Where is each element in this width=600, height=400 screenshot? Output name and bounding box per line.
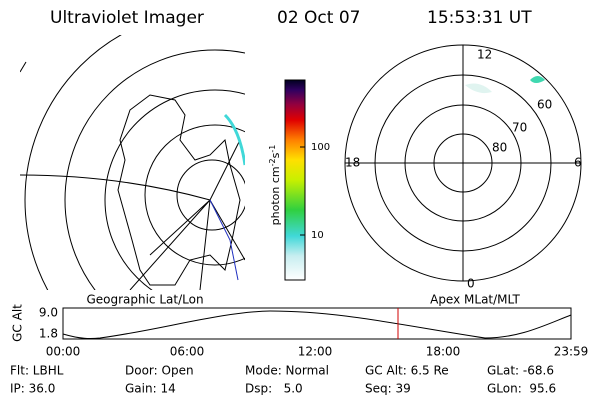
footer-field: Door: Open [125,364,194,378]
footer-field: Mode: Normal [245,364,329,378]
orbit-x-tick: 12:00 [298,345,333,359]
footer-field: IP: 36.0 [10,382,55,396]
footer-field: GLon: 95.6 [487,382,556,396]
cb-tick-label: 100 [311,142,330,153]
mlt-label: 0 [467,277,475,291]
orbit-x-tick: 00:00 [46,345,81,359]
orbit-left-label: Geographic Lat/Lon [86,293,203,307]
orbit-y-label: GC Alt [11,304,25,342]
lat-label: 60 [537,98,552,112]
footer-field: Seq: 39 [365,382,411,396]
cb-label: photon cm-2s-1 [268,145,283,226]
footer-field: Dsp: 5.0 [245,382,303,396]
orbit-x-tick: 23:59 [554,345,589,359]
cb-unit: s [269,152,282,158]
orbit-right-label: Apex MLat/MLT [430,293,520,307]
orbit-x-tick: 06:00 [170,345,205,359]
lat-label: 80 [492,141,507,155]
orbit-x-tick: 18:00 [426,345,461,359]
cb-exp: -1 [268,145,277,153]
orbit-curve [62,310,572,339]
cb-unit: photon cm [269,166,282,225]
title: Ultraviolet Imager [50,8,204,28]
mlt-label: 6 [574,156,582,170]
time: 15:53:31 UT [427,8,532,28]
date: 02 Oct 07 [277,8,360,28]
footer-field: GC Alt: 6.5 Re [365,364,449,378]
orbit-y-tick: 1.8 [39,327,58,341]
footer-field: GLat: -68.6 [487,364,554,378]
orbit-frame [62,307,572,340]
mlt-label: 18 [345,156,360,170]
mlt-label: 12 [477,48,492,62]
footer-field: Flt: LBHL [10,364,64,378]
orbit-x-ticks: 00:00 06:00 12:00 18:00 23:59 [46,345,589,359]
colorbar [284,79,306,281]
map [20,35,245,290]
footer: Flt: LBHL Door: Open Mode: Normal GC Alt… [10,364,556,396]
footer-field: Gain: 14 [125,382,176,396]
polar-plot [344,44,582,282]
cb-tick-label: 10 [311,230,324,241]
cb-exp: -2 [268,158,277,166]
lat-label: 70 [512,121,527,135]
orbit-y-tick: 9.0 [39,306,58,320]
